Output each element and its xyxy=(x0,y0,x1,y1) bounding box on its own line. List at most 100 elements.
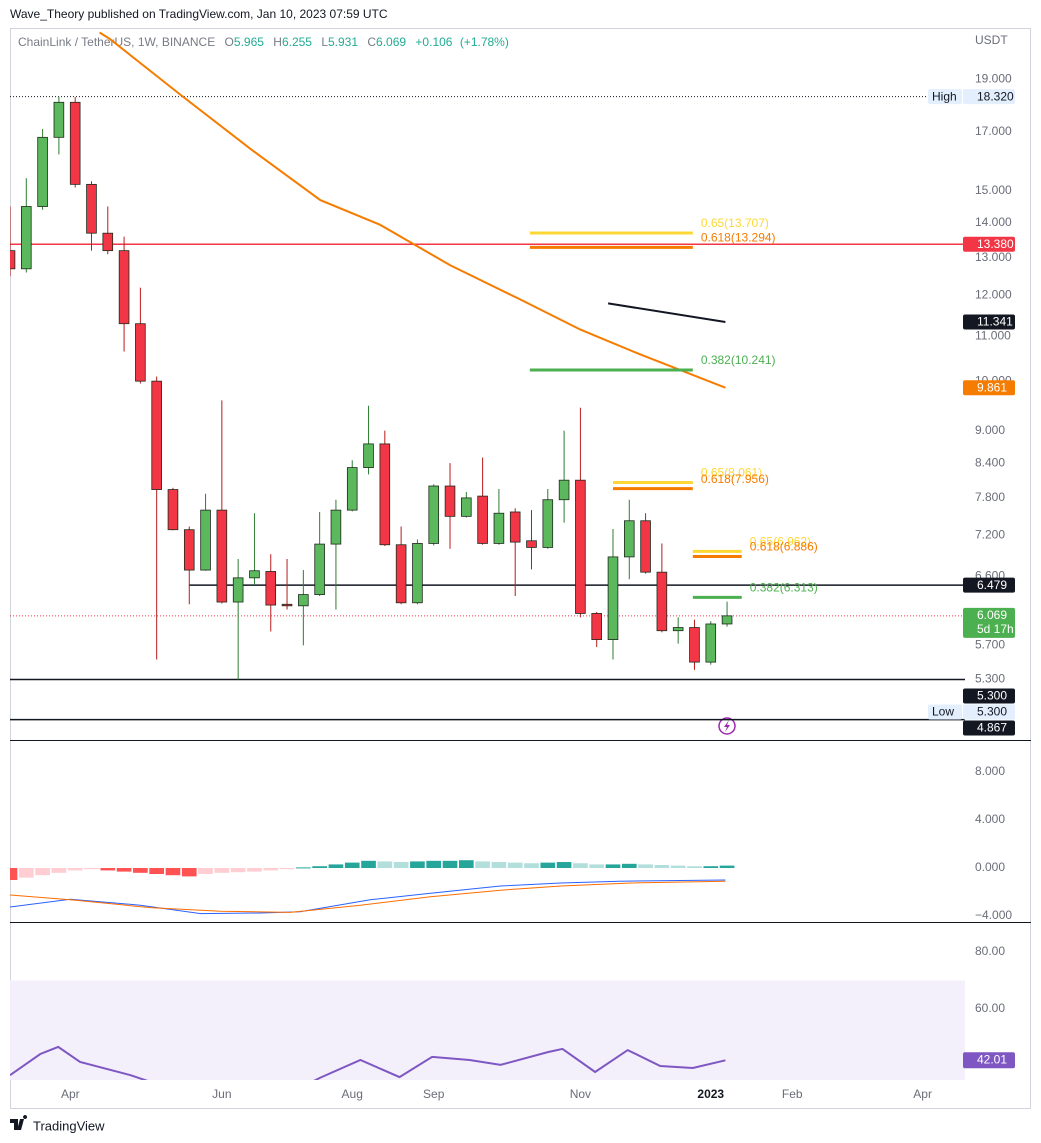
candle-body xyxy=(542,499,554,548)
fib-label: 0.382(10.241) xyxy=(701,353,776,367)
price-tag-value: 11.341 xyxy=(977,315,1013,329)
histogram-bar xyxy=(279,868,295,870)
price-tag-label: Low xyxy=(932,705,954,719)
y-tick-label: 7.800 xyxy=(975,490,1005,504)
fib-label: 0.65(6.962) xyxy=(750,535,811,549)
histogram-bar xyxy=(35,868,50,876)
candle-body xyxy=(672,627,684,632)
candle-body xyxy=(689,627,700,663)
legend-value: 5.931 xyxy=(328,35,358,49)
fib-label: 0.618(13.294) xyxy=(701,231,776,245)
macd-line xyxy=(10,879,726,915)
histogram-bar xyxy=(214,868,230,873)
y-tick-label: 9.000 xyxy=(975,423,1005,437)
y-tick-label: 60.00 xyxy=(975,1001,1005,1015)
histogram-bar xyxy=(442,860,458,869)
candle-body xyxy=(444,485,456,517)
fib-label: 0.618(6.886) xyxy=(750,540,818,554)
y-tick-label: 5.700 xyxy=(975,637,1005,651)
histogram-bar xyxy=(703,866,719,869)
price-tag xyxy=(963,314,1015,330)
x-tick-label: Aug xyxy=(342,1087,363,1101)
y-tick-label: 17.000 xyxy=(975,124,1012,138)
legend: ChainLink / TetherUS, 1W, BINANCE O5.965… xyxy=(18,35,509,49)
price-tag-value: 6.069 xyxy=(977,608,1007,622)
x-tick-label: Nov xyxy=(570,1087,591,1101)
candle-body xyxy=(509,511,521,543)
candle-body xyxy=(37,136,48,207)
histogram-bar xyxy=(654,865,670,869)
y-tick-label: 7.200 xyxy=(975,528,1005,542)
legend-value: 6.069 xyxy=(376,35,406,49)
histogram-bar xyxy=(263,868,279,871)
candle-body xyxy=(330,509,342,545)
candle-body xyxy=(21,206,32,270)
y-tick-label: 0.000 xyxy=(975,860,1005,874)
legend-key: C xyxy=(367,35,376,49)
y-tick-label: 5.300 xyxy=(975,672,1005,686)
price-tag xyxy=(963,577,1015,593)
x-tick-label: Feb xyxy=(782,1087,803,1101)
candle-body xyxy=(346,467,358,511)
legend-change-pct: (+1.78%) xyxy=(460,35,509,49)
brand: TradingView xyxy=(10,1115,105,1133)
candle-body xyxy=(216,509,228,603)
y-tick-label: 14.000 xyxy=(975,215,1012,229)
candle-body xyxy=(249,570,260,579)
candle-body xyxy=(314,543,325,595)
alert-icon xyxy=(718,717,736,735)
y-tick-label: 13.000 xyxy=(975,250,1012,264)
price-tag-value: 13.380 xyxy=(977,237,1014,251)
histogram-bar xyxy=(410,861,425,869)
histogram-bar xyxy=(230,868,246,873)
candle-body xyxy=(151,380,162,490)
price-tag xyxy=(963,607,1015,638)
histogram-bar xyxy=(181,868,197,877)
candle-body xyxy=(200,509,211,571)
histogram-bar xyxy=(116,868,132,872)
candle-body xyxy=(526,540,537,548)
fib-label: 0.65(13.707) xyxy=(701,216,769,230)
price-tag-label-box xyxy=(928,89,962,105)
indicator-line xyxy=(607,302,726,323)
price-tag-value: 42.01 xyxy=(977,1052,1007,1066)
histogram-bar xyxy=(458,860,474,869)
histogram-bar xyxy=(426,860,442,869)
frame xyxy=(10,28,1031,1109)
candle-body xyxy=(428,485,440,544)
histogram-bar xyxy=(687,866,702,869)
pane xyxy=(10,31,965,721)
y-tick-label: 11.000 xyxy=(975,329,1011,343)
candle-body xyxy=(167,489,179,531)
price-tag xyxy=(963,688,1015,704)
candle-body xyxy=(461,497,472,517)
histogram-bar xyxy=(507,862,523,869)
price-tag xyxy=(963,236,1015,252)
histogram-bar xyxy=(589,864,605,869)
legend-value: 5.965 xyxy=(234,35,264,49)
legend-value: 6.255 xyxy=(282,35,312,49)
symbol: ChainLink / TetherUS, 1W, BINANCE xyxy=(18,35,215,49)
fib-label: 0.65(8.061) xyxy=(701,466,762,480)
y-tick-label: 4.000 xyxy=(975,812,1005,826)
price-tag xyxy=(963,380,1015,396)
histogram-bar xyxy=(491,862,507,869)
price-tag-value: 6.479 xyxy=(977,578,1007,592)
histogram-bar xyxy=(296,867,311,869)
candle-body xyxy=(135,323,146,382)
rsi-band xyxy=(10,980,965,1080)
candle-body xyxy=(102,232,114,252)
candle-body xyxy=(558,479,570,501)
candle-body xyxy=(591,613,602,640)
histogram-bar xyxy=(165,868,181,876)
brand-name: TradingView xyxy=(33,1118,105,1133)
legend-key: O xyxy=(225,35,234,49)
histogram-bar xyxy=(247,868,262,872)
histogram-bar xyxy=(377,861,393,869)
histogram-bar xyxy=(198,868,213,875)
price-tag-value: 5.300 xyxy=(977,689,1007,703)
histogram-bar xyxy=(361,860,376,869)
rsi-line xyxy=(10,1045,726,1080)
